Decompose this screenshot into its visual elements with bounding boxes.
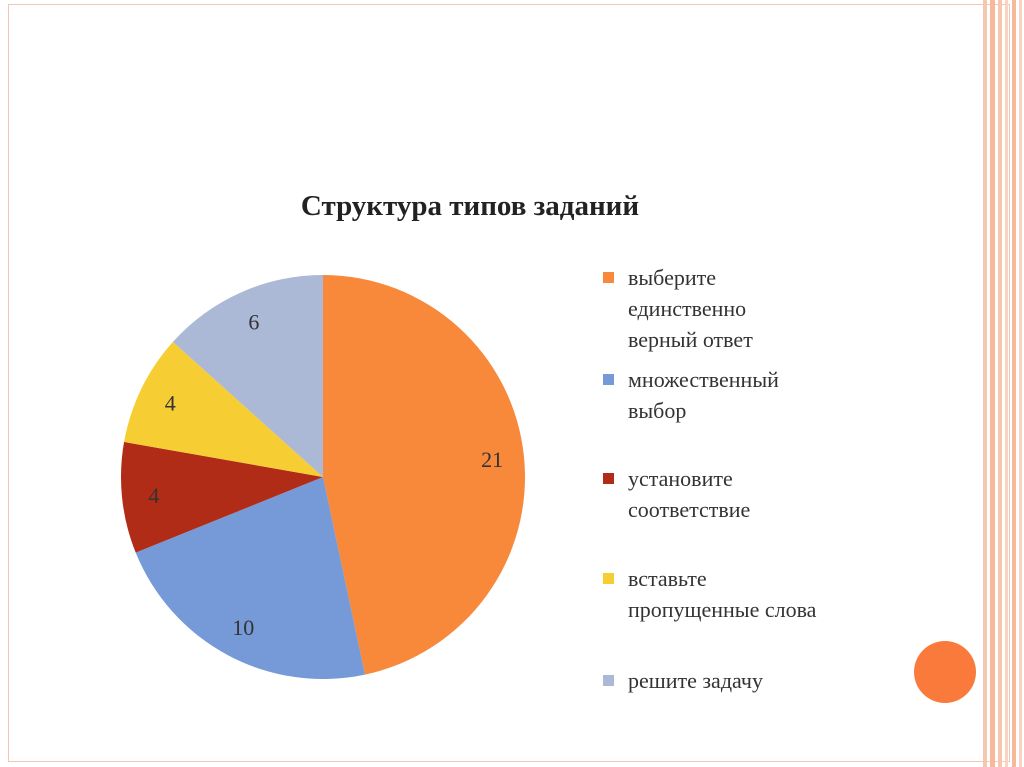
legend-swatch (603, 272, 614, 283)
data-label: 21 (481, 447, 503, 472)
data-label: 6 (248, 310, 259, 335)
legend-swatch (603, 675, 614, 686)
legend-swatch (603, 573, 614, 584)
decorative-circle (914, 641, 976, 703)
legend-label: выберите единственно верный ответ (628, 262, 898, 355)
legend-label: вставьте пропущенные слова (628, 563, 898, 625)
data-label: 4 (148, 483, 159, 508)
legend-swatch (603, 374, 614, 385)
data-label: 4 (165, 390, 176, 415)
pie-slice (323, 275, 525, 675)
legend-label: решите задачу (628, 665, 898, 696)
legend-label: множественный выбор (628, 364, 898, 426)
legend-label: установите соответствие (628, 463, 898, 525)
legend-swatch (603, 473, 614, 484)
data-label: 10 (232, 615, 254, 640)
